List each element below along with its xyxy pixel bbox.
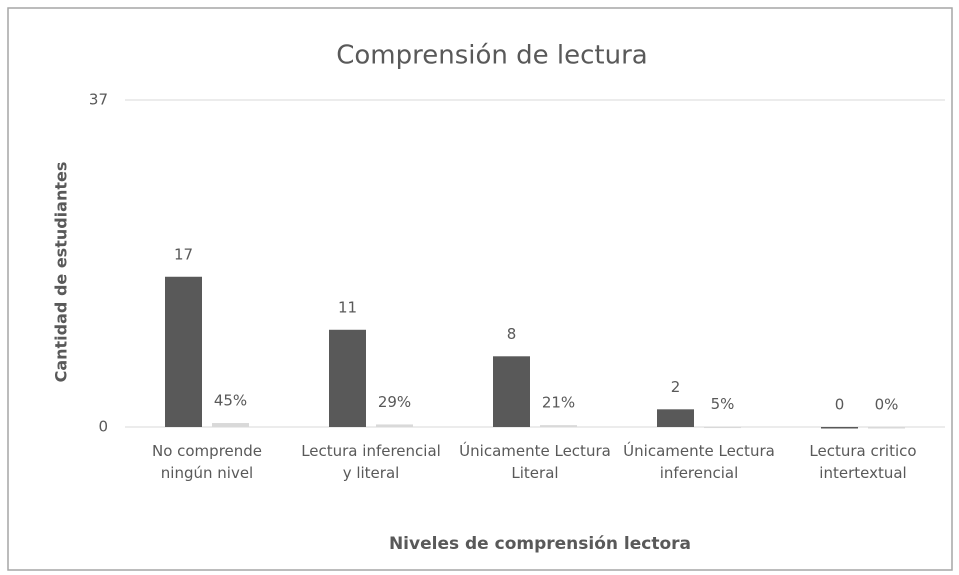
bar — [540, 425, 577, 427]
x-tick-label-box: No comprende ningún nivel — [151, 442, 263, 482]
data-label: 8 — [507, 325, 517, 343]
bar — [657, 409, 694, 427]
y-tick-label: 0 — [98, 418, 108, 436]
y-axis-title: Cantidad de estudiantes — [52, 162, 71, 383]
bar — [493, 356, 530, 427]
x-tick-label-box: Únicamente Lectura Literal — [459, 442, 611, 482]
bar — [821, 427, 858, 429]
x-tick-label: Únicamente Lectura inferencial — [623, 442, 775, 482]
x-tick-label-box: Lectura critico intertextual — [809, 442, 917, 482]
bar — [212, 423, 249, 427]
bar — [165, 276, 202, 427]
x-tick-label-box: Lectura inferencial y literal — [301, 442, 441, 482]
x-axis-title: Niveles de comprensión lectora — [389, 534, 691, 554]
data-label: 5% — [711, 395, 735, 413]
bar — [868, 427, 905, 429]
chart-title: Comprensión de lectura — [336, 41, 647, 71]
data-label: 21% — [542, 394, 575, 412]
bar — [376, 424, 413, 427]
data-label: 11 — [338, 298, 357, 316]
bar — [329, 329, 366, 427]
data-label: 17 — [174, 245, 193, 263]
data-label: 0 — [835, 396, 845, 414]
x-tick-label: No comprende ningún nivel — [151, 442, 263, 482]
data-label: 0% — [875, 396, 899, 414]
y-tick-label: 37 — [89, 91, 108, 109]
x-tick-label: Únicamente Lectura Literal — [459, 442, 611, 482]
bar — [704, 426, 741, 429]
data-label: 2 — [671, 378, 681, 396]
x-tick-label: Lectura inferencial y literal — [301, 442, 441, 482]
data-label: 29% — [378, 393, 411, 411]
x-tick-label-box: Únicamente Lectura inferencial — [623, 442, 775, 482]
data-label: 45% — [214, 392, 247, 410]
x-tick-label: Lectura critico intertextual — [809, 442, 917, 482]
